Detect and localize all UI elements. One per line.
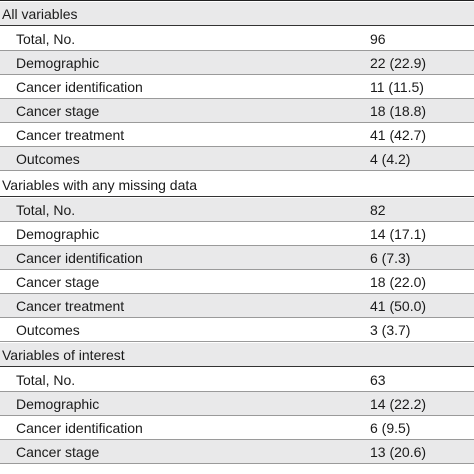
row-label: Demographic xyxy=(16,226,100,242)
table-row: Cancer stage 18 (22.0) xyxy=(0,270,474,294)
row-value: 22 (22.9) xyxy=(370,55,427,71)
top-rule xyxy=(0,0,474,1)
row-label: Total, No. xyxy=(16,31,76,47)
row-divider xyxy=(0,317,474,318)
row-value: 41 (50.0) xyxy=(370,298,427,314)
row-divider xyxy=(0,25,474,26)
table-row: Outcomes 4 (4.2) xyxy=(0,147,474,171)
row-divider xyxy=(0,341,474,342)
row-label: Outcomes xyxy=(16,322,80,338)
row-label: Cancer identification xyxy=(16,79,143,95)
row-divider xyxy=(0,293,474,294)
row-label: Cancer stage xyxy=(16,103,100,119)
row-label: Cancer stage xyxy=(16,444,100,460)
row-label: Cancer identification xyxy=(16,250,143,266)
row-divider xyxy=(0,122,474,123)
section-header-missing-data: Variables with any missing data xyxy=(0,173,474,197)
row-label: Cancer identification xyxy=(16,420,143,436)
table-row: Total, No. 96 xyxy=(0,27,474,51)
row-divider xyxy=(0,415,474,416)
row-value: 4 (4.2) xyxy=(370,151,411,167)
table-row: Cancer treatment 41 (50.0) xyxy=(0,294,474,318)
row-divider xyxy=(0,463,474,464)
row-label: Total, No. xyxy=(16,372,76,388)
table-row: Total, No. 82 xyxy=(0,198,474,222)
row-value: 6 (7.3) xyxy=(370,250,411,266)
row-divider xyxy=(0,269,474,270)
section-title: Variables of interest xyxy=(2,347,125,363)
row-divider xyxy=(0,245,474,246)
table-row: Demographic 14 (22.2) xyxy=(0,392,474,416)
table-row: Demographic 22 (22.9) xyxy=(0,51,474,75)
row-value: 18 (22.0) xyxy=(370,274,427,290)
row-divider xyxy=(0,439,474,440)
row-value: 14 (22.2) xyxy=(370,396,427,412)
row-value: 14 (17.1) xyxy=(370,226,427,242)
table-row: Demographic 14 (17.1) xyxy=(0,222,474,246)
row-divider xyxy=(0,74,474,75)
section-header-all-variables: All variables xyxy=(0,2,474,26)
section-title: Variables with any missing data xyxy=(2,177,198,193)
row-label: Total, No. xyxy=(16,202,76,218)
row-value: 6 (9.5) xyxy=(370,420,411,436)
row-divider xyxy=(0,146,474,147)
row-value: 18 (18.8) xyxy=(370,103,427,119)
table-row: Cancer identification 6 (7.3) xyxy=(0,246,474,270)
section-header-variables-of-interest: Variables of interest xyxy=(0,343,474,367)
row-divider xyxy=(0,98,474,99)
row-value: 3 (3.7) xyxy=(370,322,411,338)
table-row: Cancer identification 11 (11.5) xyxy=(0,75,474,99)
row-value: 13 (20.6) xyxy=(370,444,427,460)
row-value: 11 (11.5) xyxy=(370,79,424,95)
row-value: 41 (42.7) xyxy=(370,127,427,143)
table-row: Cancer stage 18 (18.8) xyxy=(0,99,474,123)
table-row: Outcomes 3 (3.7) xyxy=(0,318,474,342)
row-divider xyxy=(0,196,474,197)
row-divider xyxy=(0,391,474,392)
row-label: Cancer treatment xyxy=(16,298,125,314)
row-value: 82 xyxy=(370,202,386,218)
row-divider xyxy=(0,50,474,51)
row-divider xyxy=(0,366,474,367)
row-label: Cancer treatment xyxy=(16,127,125,143)
row-label: Demographic xyxy=(16,55,100,71)
row-value: 63 xyxy=(370,372,386,388)
table-row: Cancer stage 13 (20.6) xyxy=(0,440,474,464)
table-row: Cancer treatment 41 (42.7) xyxy=(0,123,474,147)
row-divider xyxy=(0,170,474,171)
row-divider xyxy=(0,221,474,222)
row-value: 96 xyxy=(370,31,386,47)
table-row: Cancer identification 6 (9.5) xyxy=(0,416,474,440)
row-label: Outcomes xyxy=(16,151,80,167)
row-label: Demographic xyxy=(16,396,100,412)
table-row: Total, No. 63 xyxy=(0,368,474,392)
section-title: All variables xyxy=(2,6,78,22)
row-label: Cancer stage xyxy=(16,274,100,290)
